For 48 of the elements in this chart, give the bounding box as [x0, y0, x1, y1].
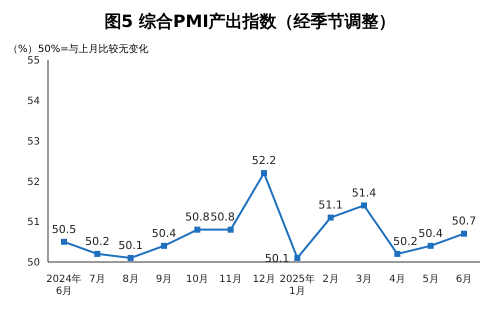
y-tick-label: 50: [27, 258, 40, 269]
point: [94, 250, 100, 257]
x-tick-label: 11月: [219, 274, 242, 285]
point: [328, 214, 334, 221]
point: [161, 242, 167, 249]
x-tick-label: 5月: [422, 274, 439, 285]
point: [294, 254, 300, 261]
x-tick-label: 2025年 1月: [280, 273, 316, 297]
y-tick-label: 52: [27, 176, 40, 188]
y-tick-label: 53: [27, 136, 40, 148]
data-label: 50.2: [393, 234, 418, 248]
point: [194, 226, 200, 233]
point: [61, 238, 67, 245]
data-label: 50.8: [210, 210, 235, 224]
data-label: 50.2: [85, 234, 110, 248]
x-tick-label: 12月: [252, 274, 276, 285]
point: [361, 202, 367, 208]
x-tick-label: 6月: [456, 274, 472, 285]
x-tick-label: 9月: [156, 274, 172, 285]
data-label: 50.4: [152, 226, 176, 240]
data-label: 50.1: [118, 238, 143, 252]
data-label: 50.1: [264, 252, 290, 265]
data-label: 50.5: [52, 222, 76, 236]
data-label: 50.7: [452, 214, 476, 228]
data-label: 51.1: [318, 198, 343, 212]
y-tick-label: 51: [27, 217, 40, 228]
y-axis-title: （%）: [8, 43, 38, 56]
y-tick-label: 55: [27, 56, 40, 67]
x-tick-label: 7月: [89, 274, 106, 285]
point: [461, 230, 467, 237]
data-label: 51.4: [352, 186, 376, 200]
x-tick-label: 8月: [122, 274, 139, 285]
point: [228, 226, 234, 233]
data-label: 50.8: [185, 210, 210, 224]
point: [394, 250, 400, 257]
x-tick-label: 3月: [356, 274, 372, 285]
text: 50%=与上月比较无变化: [38, 42, 149, 56]
data-label: 52.2: [252, 154, 276, 168]
x-tick-label: 4月: [389, 274, 406, 285]
data-label: 50.4: [418, 226, 443, 240]
point: [128, 254, 134, 261]
x-tick-label: 2024年 6月: [46, 273, 82, 297]
x-tick-label: 2月: [322, 274, 339, 285]
point: [261, 170, 267, 176]
y-tick-label: 54: [27, 96, 40, 107]
chart-title: 图5 综合PMI产出指数（经季节调整）: [103, 11, 397, 34]
x-tick-label: 10月: [186, 274, 209, 285]
point: [428, 242, 434, 249]
